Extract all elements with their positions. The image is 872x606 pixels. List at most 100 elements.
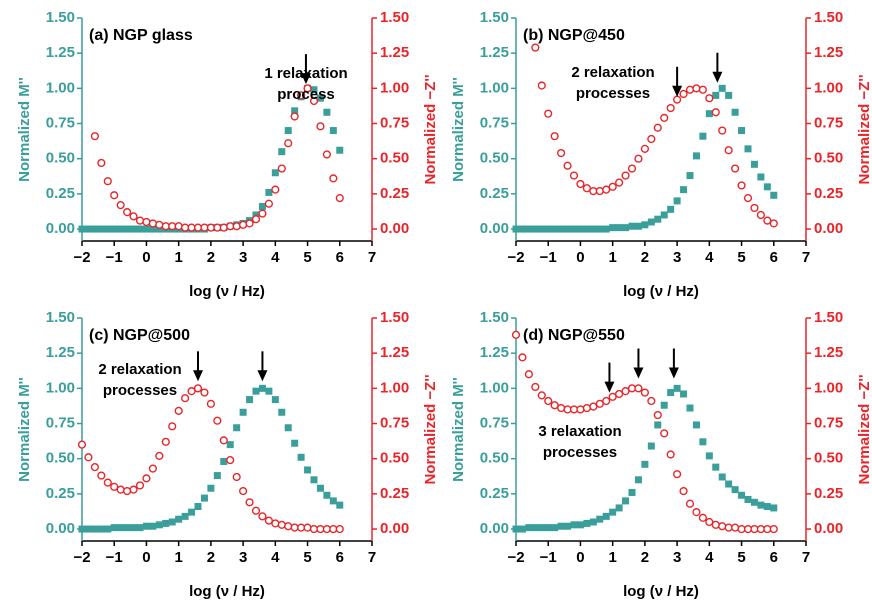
x-tick-label: 5 (737, 549, 745, 566)
y-tick-label: 0.00 (46, 520, 75, 537)
y2-tick-label: 0.25 (380, 485, 409, 502)
data-point (271, 396, 279, 404)
y2-tick-label: 0.50 (814, 150, 843, 167)
y2-tick-label: 0.00 (380, 520, 409, 537)
data-point (90, 132, 99, 141)
data-point (667, 205, 675, 213)
y-tick-label: 0.00 (480, 220, 509, 237)
y2-tick-label: 1.00 (814, 79, 843, 96)
data-point (628, 222, 636, 230)
data-point (641, 221, 649, 229)
panel: −2 −1 0 1 2 3 4 5 6 70.000.250.500.751.001.251.50… (450, 9, 872, 300)
data-point (136, 524, 144, 532)
data-point (233, 424, 241, 432)
data-point (563, 161, 572, 170)
x-tick-label: 3 (239, 249, 247, 266)
x-tick-label: 0 (142, 249, 150, 266)
data-point (544, 524, 552, 532)
y2-tick-label: 1.50 (814, 309, 843, 326)
data-point (666, 103, 675, 113)
data-point (251, 215, 261, 224)
data-point (103, 478, 112, 487)
y-tick-label: 0.75 (480, 414, 509, 431)
y-tick-label: 1.25 (480, 44, 509, 61)
x-tick-label: −2 (73, 549, 90, 566)
y-tick-label: 0.50 (480, 150, 509, 167)
data-point (188, 508, 196, 516)
data-point (193, 384, 203, 393)
panel: −2 −1 0 1 2 3 4 5 6 70.000.250.500.751.001.251.50… (450, 309, 872, 600)
data-point (258, 384, 266, 392)
data-point (149, 225, 157, 233)
x-tick-label: 3 (239, 549, 247, 566)
data-point (634, 384, 643, 393)
y2-tick-label: 0.25 (814, 485, 843, 502)
data-point (557, 225, 565, 233)
data-point (245, 219, 254, 228)
data-point (284, 522, 293, 531)
data-point (316, 484, 324, 492)
data-point (336, 146, 344, 154)
data-point (718, 126, 727, 135)
y2-tick-label: 0.75 (814, 414, 843, 431)
panel-title: (c) NGP@500 (89, 327, 190, 344)
x-tick-label: 5 (737, 249, 745, 266)
data-point (622, 224, 630, 232)
data-point (602, 396, 611, 406)
x-tick-label: −1 (540, 549, 557, 566)
data-point (323, 491, 331, 499)
data-point (123, 225, 131, 233)
y-tick-label: 1.25 (46, 44, 75, 61)
data-point (731, 486, 739, 494)
x-tick-label: −1 (540, 249, 557, 266)
data-point (336, 501, 344, 509)
data-point (194, 503, 202, 511)
y-tick-label: 0.75 (46, 414, 75, 431)
data-point (698, 85, 707, 94)
data-point (596, 225, 604, 233)
data-point (155, 220, 164, 229)
data-point (512, 225, 520, 233)
data-point (264, 199, 273, 208)
data-point (685, 85, 695, 94)
data-point (246, 396, 254, 404)
data-point (621, 171, 630, 180)
data-point (130, 225, 138, 233)
data-point (304, 466, 312, 474)
y2-tick-label: 0.25 (814, 185, 843, 202)
data-point (653, 410, 662, 420)
data-point (142, 225, 150, 233)
data-point (763, 216, 772, 225)
data-point (647, 396, 656, 406)
data-point (680, 186, 688, 194)
data-point (123, 524, 131, 532)
data-point (698, 513, 707, 522)
data-point (239, 408, 247, 416)
x-tick-label: 7 (802, 549, 810, 566)
y2-tick-label: 0.00 (814, 220, 843, 237)
data-point (557, 148, 566, 158)
data-point (310, 476, 318, 484)
y2-axis-label: Normalized −Z'' (422, 74, 439, 184)
data-point (97, 471, 106, 480)
data-point (103, 177, 112, 186)
data-point (570, 225, 578, 233)
data-point (213, 472, 221, 480)
x-tick-label: −1 (106, 549, 123, 566)
data-point (634, 476, 642, 484)
y2-tick-label: 1.00 (814, 379, 843, 396)
annotation: 2 relaxation (571, 64, 654, 81)
data-point (155, 225, 163, 233)
panel: −2 −1 0 1 2 3 4 5 6 70.000.250.500.751.001.251.50… (16, 9, 439, 300)
data-point (647, 218, 655, 226)
data-point (544, 109, 553, 118)
data-point (316, 122, 325, 131)
y2-tick-label: 1.25 (814, 344, 843, 361)
data-point (258, 512, 267, 521)
data-point (551, 524, 559, 532)
data-point (226, 456, 235, 465)
panel-title: (d) NGP@550 (523, 327, 625, 344)
y2-tick-label: 0.75 (380, 114, 409, 131)
y2-tick-label: 0.50 (380, 150, 409, 167)
data-point (537, 81, 546, 90)
